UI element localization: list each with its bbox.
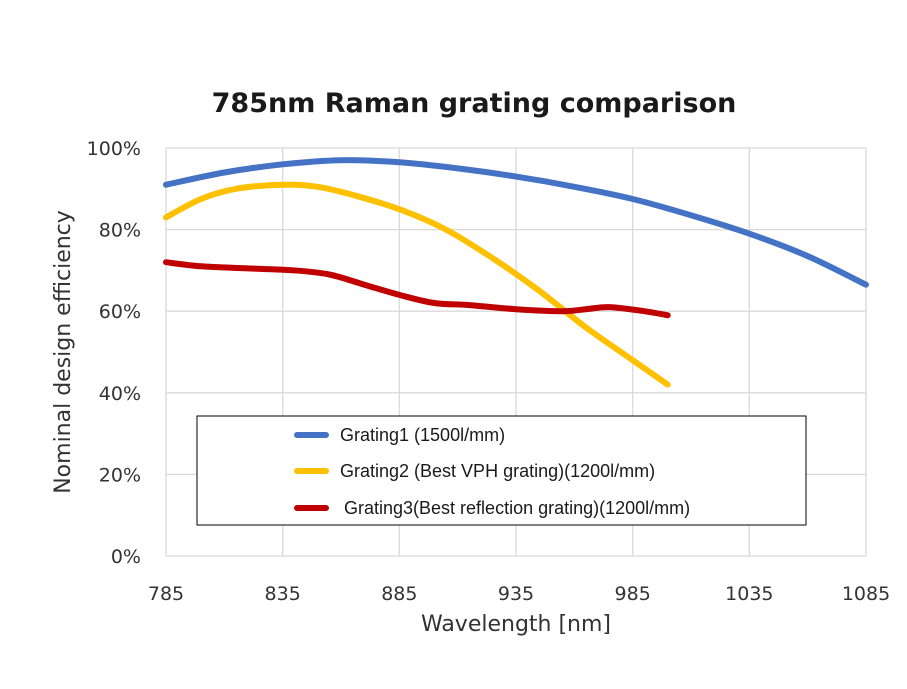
x-tick-label: 785 xyxy=(148,583,184,605)
legend-label: Grating2 (Best VPH grating)(1200l/mm) xyxy=(340,461,655,481)
legend-label: Grating1 (1500l/mm) xyxy=(340,425,505,445)
x-tick-label: 985 xyxy=(615,583,651,605)
y-axis-label: Nominal design efficiency xyxy=(51,210,76,494)
series-line-grating3 xyxy=(163,259,671,319)
y-tick-label: 20% xyxy=(99,464,141,486)
y-tick-label: 60% xyxy=(99,301,141,323)
y-tick-label: 80% xyxy=(99,220,141,242)
x-tick-label: 935 xyxy=(498,583,534,605)
x-axis-label: Wavelength [nm] xyxy=(421,612,611,637)
x-tick-label: 885 xyxy=(381,583,417,605)
y-tick-label: 40% xyxy=(99,383,141,405)
chart-title: 785nm Raman grating comparison xyxy=(212,88,737,119)
y-tick-label: 100% xyxy=(87,138,141,160)
y-tick-label: 0% xyxy=(111,546,141,568)
series-line-grating1 xyxy=(163,157,869,288)
x-tick-label: 835 xyxy=(265,583,301,605)
series-layer xyxy=(163,157,869,388)
x-tick-labels: 785 835 885 935 985 1035 1085 xyxy=(148,583,890,605)
series-line-grating2 xyxy=(163,181,671,388)
x-tick-label: 1035 xyxy=(725,583,773,605)
y-tick-labels: 0% 20% 40% 60% 80% 100% xyxy=(87,138,141,568)
legend-label: Grating3(Best reflection grating)(1200l/… xyxy=(344,498,690,518)
legend: Grating1 (1500l/mm) Grating2 (Best VPH gr… xyxy=(196,415,807,526)
x-tick-label: 1085 xyxy=(842,583,890,605)
